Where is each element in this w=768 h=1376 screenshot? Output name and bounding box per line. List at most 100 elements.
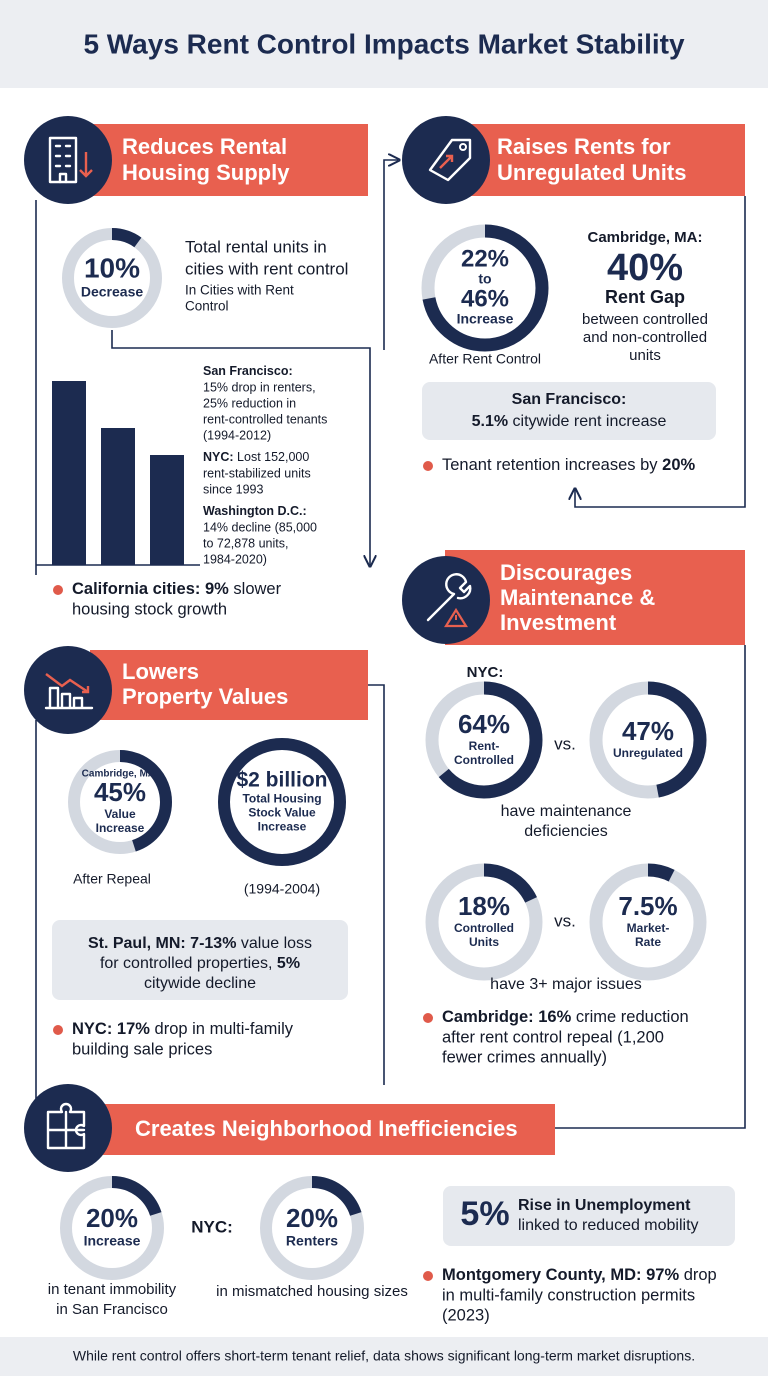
text-run: slower [229,580,282,598]
label: Control [185,299,229,314]
ring-arc [425,863,543,981]
ring-text: 46% [461,285,509,312]
ring-text: 18% [458,891,510,921]
ring-text: Increase [457,311,514,327]
ring-text: 47% [622,716,674,746]
label: Cambridge, MA: [587,229,702,246]
ring-text: Units [469,935,499,949]
label: to 72,878 units, [203,536,288,550]
banner [90,650,368,720]
ring-arc [68,750,172,854]
bar-illustration [36,381,200,566]
label: Montgomery County, MD: 97% drop [442,1266,717,1284]
bullet-dot [53,585,63,595]
label: units [629,347,661,364]
label: California cities: 9% slower [72,580,282,598]
footer-band [0,1337,768,1376]
ring-text: Renters [286,1233,338,1249]
banner [445,550,745,645]
icon-puzzle [24,1084,112,1172]
icon-chart-down [24,646,112,734]
section-heading: Raises Rents for [497,134,671,159]
label: 14% decline (85,000 [203,520,317,534]
ring-text: Increase [96,821,145,835]
text-run: for controlled properties, [100,955,277,972]
label: Washington D.C.: [203,504,307,518]
label: rent-stabilized units [203,466,311,480]
section-heading: Discourages [500,560,632,585]
section-heading: Lowers [122,659,199,684]
icon-wrench [402,556,490,644]
ring-text: 10% [84,252,140,283]
label: for controlled properties, 5% [100,955,300,972]
label: building sale prices [72,1040,212,1058]
label: (2023) [442,1306,490,1324]
ring-text: Market- [627,921,670,935]
label: 40% [607,247,683,289]
header-band [0,0,768,88]
label: have 3+ major issues [490,976,642,993]
ring-text: 64% [458,709,510,739]
label: (1994-2012) [203,428,271,442]
ring-text: Rent- [469,739,500,753]
ring-text: Total Housing [242,792,321,806]
title: 5 Ways Rent Control Impacts Market Stabi… [83,28,685,59]
text-run: value loss [236,935,312,952]
section-heading: Property Values [122,684,288,709]
bold-text: 5% [277,955,300,972]
ring-arc [60,1176,164,1280]
label: Cambridge: 16% crime reduction [442,1008,689,1026]
bold-text: NYC: 17% [72,1020,150,1038]
label: vs. [554,911,576,930]
ring-text: Stock Value [248,806,316,820]
ring-text: Increase [84,1233,141,1249]
ring-text: Controlled [454,921,514,935]
label: St. Paul, MN: 7-13% value loss [88,935,312,952]
icon-tag [402,116,490,204]
label: NYC: 17% drop in multi-family [72,1020,294,1038]
label: San Francisco: [203,364,293,378]
ring-arc [425,681,543,799]
ring-arc [589,863,707,981]
ring-arc [421,224,549,352]
label: Total rental units in [185,237,327,256]
section-heading: Housing Supply [122,160,290,185]
ring-text: 20% [286,1203,338,1233]
label: In Cities with Rent [185,283,294,298]
ring-arc [260,1176,364,1280]
info-box [422,382,716,440]
label: NYC: Lost 152,000 [203,450,309,464]
label: in multi-family construction permits [442,1286,695,1304]
label: citywide decline [144,975,256,992]
section-heading: Unregulated Units [497,160,686,185]
ring-text: 22% [461,245,509,272]
bold-text: NYC: [203,450,234,464]
ring-text: Controlled [454,753,514,767]
connectors [35,160,746,1129]
label: have maintenance [501,803,632,820]
label: deficiencies [524,823,608,840]
ring-text: Rate [635,935,661,949]
bullet-dot [53,1025,63,1035]
section-heading: Maintenance & [500,585,655,610]
bold-text: Cambridge: 16% [442,1008,572,1026]
label: cities with rent control [185,259,348,278]
label: fewer crimes annually) [442,1048,607,1066]
bullet-dot [423,1271,433,1281]
ring-text: to [478,271,491,287]
bold-text: San Francisco: [512,391,627,408]
bold-text: Rise in Unemployment [518,1197,691,1214]
label: Tenant retention increases by 20% [442,456,695,474]
label: After Repeal [73,871,151,887]
bold-text: Montgomery County, MD: 97% [442,1266,679,1284]
label: vs. [554,734,576,753]
label: After Rent Control [429,351,541,367]
label: Rise in Unemployment [518,1197,691,1214]
label: NYC: [191,1217,233,1236]
section-heading: Investment [500,610,617,635]
bold-text: 5.1% [472,413,508,430]
banner [100,1104,555,1155]
text-run: crime reduction [571,1008,688,1026]
ring-text: Increase [258,820,307,834]
